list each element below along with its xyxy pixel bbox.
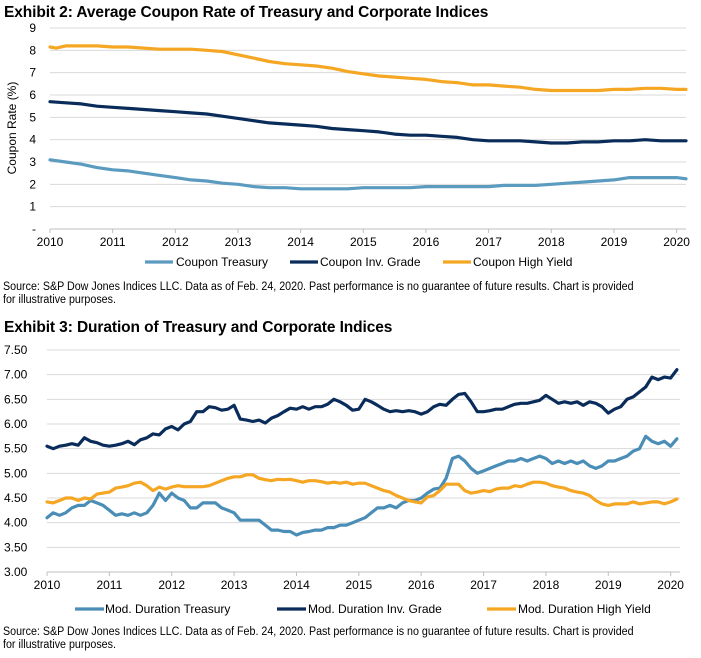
series-line-mod-duration-inv-grade: [45, 368, 679, 451]
y-tick-label: 7.50: [4, 343, 28, 357]
y-tick-label: 3: [29, 155, 36, 169]
y-tick-label: 6.50: [4, 392, 28, 406]
legend-label: Mod. Duration Treasury: [105, 602, 230, 616]
x-tick-label: 2016: [413, 235, 440, 249]
exhibit3-title: Exhibit 3: Duration of Treasury and Corp…: [4, 319, 393, 336]
x-tick-label: 2010: [34, 578, 61, 592]
y-tick-label: 5: [29, 110, 36, 124]
series-line-coupon-high-yield: [48, 44, 688, 93]
x-tick-label: 2018: [538, 235, 565, 249]
legend-label: Coupon Treasury: [176, 255, 268, 269]
y-tick-label: 6: [29, 88, 36, 102]
x-tick-label: 2019: [595, 578, 622, 592]
legend-label: Mod. Duration Inv. Grade: [308, 602, 442, 616]
exhibit3-source-note: Source: S&P Dow Jones Indices LLC. Data …: [3, 626, 634, 651]
y-tick-label: 1: [29, 200, 36, 214]
y-tick-label: 8: [29, 43, 36, 57]
legend-label: Coupon Inv. Grade: [320, 255, 421, 269]
series-line-coupon-treasury: [48, 158, 688, 191]
y-tick-label: 9: [29, 21, 36, 35]
x-tick-label: 2014: [287, 235, 314, 249]
x-tick-label: 2012: [162, 235, 189, 249]
x-tick-label: 2016: [408, 578, 435, 592]
x-tick-label: 2014: [283, 578, 310, 592]
y-tick-label: -: [32, 222, 36, 236]
y-axis-label: Coupon Rate (%): [5, 82, 19, 175]
series-line-coupon-inv-grade: [48, 100, 688, 145]
y-tick-label: 3.00: [4, 565, 28, 579]
x-tick-label: 2013: [221, 578, 248, 592]
y-tick-label: 4: [29, 133, 36, 147]
exhibit2-chart: - 1 2 3 4 5 6 7 8 9 2010 2011 2012 2013 2014 2015 2016 20…: [5, 21, 690, 269]
y-tick-label: 3.50: [4, 540, 28, 554]
y-tick-label: 5.50: [4, 442, 28, 456]
x-tick-label: 2011: [96, 578, 122, 592]
x-tick-label: 2010: [37, 235, 64, 249]
x-tick-label: 2019: [601, 235, 628, 249]
x-tick-label: 2017: [470, 578, 497, 592]
y-tick-label: 5.00: [4, 466, 28, 480]
x-tick-label: 2011: [100, 235, 126, 249]
y-tick-label: 2: [29, 177, 36, 191]
x-tick-label: 2013: [225, 235, 252, 249]
exhibit2-title: Exhibit 2: Average Coupon Rate of Treasu…: [4, 4, 489, 21]
x-tick-label: 2018: [533, 578, 560, 592]
x-tick-label: 2017: [475, 235, 502, 249]
y-tick-label: 4.00: [4, 516, 28, 530]
series-line-mod-duration-high-yield: [45, 473, 679, 507]
x-tick-label: 2020: [657, 578, 684, 592]
exhibit3-chart: 3.00 3.50 4.00 4.50 5.00 5.50 6.00 6.50 7.00 7.50…: [4, 343, 684, 616]
legend-label: Mod. Duration High Yield: [518, 602, 651, 616]
y-tick-label: 6.00: [4, 417, 28, 431]
exhibit2-source-note: Source: S&P Dow Jones Indices LLC. Data …: [3, 281, 634, 306]
series-line-mod-duration-treasury: [45, 434, 679, 537]
x-tick-label: 2012: [158, 578, 185, 592]
x-tick-label: 2015: [350, 235, 377, 249]
x-tick-label: 2015: [345, 578, 372, 592]
x-tick-label: 2020: [663, 235, 690, 249]
y-tick-label: 7.00: [4, 368, 28, 382]
y-tick-label: 4.50: [4, 491, 28, 505]
y-tick-label: 7: [29, 66, 36, 80]
legend-label: Coupon High Yield: [473, 255, 572, 269]
